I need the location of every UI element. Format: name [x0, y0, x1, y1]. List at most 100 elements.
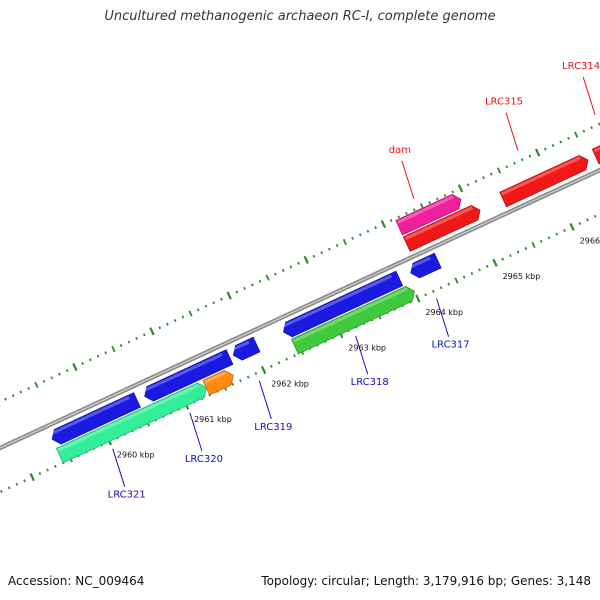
tick-mark — [293, 354, 296, 358]
tick-mark — [119, 344, 123, 348]
tick-mark — [563, 229, 566, 233]
gene-arrow — [202, 370, 234, 396]
tick-mark — [443, 194, 447, 197]
tick-mark — [274, 272, 277, 276]
gene-arrow-highlight — [50, 396, 130, 436]
tick-mark — [559, 140, 563, 144]
tick-mark — [142, 333, 146, 337]
tick-mark — [135, 336, 138, 340]
tick-mark — [46, 468, 50, 472]
label-leader-line — [436, 298, 450, 337]
accession-text: Accession: NC_009464 — [8, 574, 145, 588]
tick-mark — [158, 326, 162, 330]
tick-mark — [516, 250, 520, 254]
tick-mark — [454, 277, 459, 284]
tick-mark — [235, 290, 239, 294]
tick-label: 2965 kbp — [503, 272, 541, 281]
tick-label: 2966 kbp — [580, 236, 600, 245]
label-leader-line — [258, 380, 272, 419]
tick-mark — [470, 271, 474, 275]
tick-mark — [277, 361, 281, 365]
tick-mark — [439, 286, 443, 290]
tick-mark — [342, 238, 347, 246]
tick-mark — [513, 161, 516, 165]
gene-label-lrc315: LRC315 — [485, 97, 523, 108]
gene-arrow — [144, 349, 234, 402]
tick-mark — [539, 239, 543, 243]
tick-mark — [569, 222, 575, 232]
tick-mark — [15, 482, 19, 486]
tick-mark — [250, 283, 254, 287]
tick-mark — [38, 472, 42, 476]
label-leader-line — [355, 335, 369, 375]
tick-label: 2961 kbp — [194, 415, 232, 424]
tick-mark — [535, 148, 541, 157]
tick-label: 2964 kbp — [425, 308, 463, 317]
tick-mark — [574, 131, 579, 138]
label-leader-line — [401, 160, 415, 200]
tick-mark — [196, 308, 200, 312]
tick-mark — [65, 369, 69, 373]
tick-mark — [19, 390, 23, 394]
tick-mark — [428, 201, 432, 205]
gene-layer — [50, 145, 600, 464]
tick-mark — [528, 154, 532, 158]
gene-label-lrc320: LRC320 — [185, 454, 223, 465]
tick-label: 2963 kbp — [348, 344, 386, 353]
gene-arrow-highlight — [501, 156, 581, 196]
gene-arrow-highlight — [397, 195, 454, 224]
tick-mark — [50, 376, 54, 380]
gene-arrow-highlight — [292, 287, 408, 343]
tick-mark — [111, 346, 116, 353]
tick-mark — [586, 218, 589, 222]
gene-arrow — [499, 154, 589, 208]
tick-mark — [212, 301, 216, 305]
gene-arrow — [395, 194, 462, 236]
gene-arrow-highlight — [231, 340, 250, 352]
gene-arrow — [51, 392, 141, 445]
gene-arrow — [591, 145, 600, 165]
topology-text: Topology: circular; Length: 3,179,916 bp… — [261, 574, 591, 588]
tick-mark — [220, 297, 223, 301]
tick-mark — [501, 257, 505, 261]
label-layer: damLRC315LRC314LRC313LRC317LRC318LRC319L… — [108, 61, 600, 501]
gene-arrow — [291, 286, 415, 355]
tick-mark — [34, 381, 39, 388]
gene-label-lrc318: LRC318 — [351, 377, 389, 388]
map-title: Uncultured methanogenic archaeon RC-I, c… — [104, 9, 496, 24]
tick-mark — [173, 319, 177, 323]
tick-mark — [482, 176, 486, 180]
tick-mark — [246, 375, 250, 379]
label-leader-line — [582, 76, 596, 116]
tick-mark — [88, 358, 92, 362]
tick-mark — [269, 364, 273, 368]
tick-label: 2962 kbp — [271, 379, 309, 388]
tick-mark — [474, 179, 478, 183]
tick-mark — [181, 315, 185, 319]
tick-mark — [23, 479, 26, 483]
tick-mark — [258, 279, 262, 283]
tick-mark — [509, 254, 512, 258]
tick-mark — [358, 233, 362, 237]
tick-mark — [265, 274, 270, 281]
tick-mark — [435, 197, 439, 201]
gene-label-lrc321: LRC321 — [108, 490, 146, 501]
tick-mark — [297, 261, 300, 265]
tick-mark — [424, 293, 427, 297]
tick-mark — [260, 365, 267, 375]
gene-label-dam: dam — [389, 145, 411, 156]
tick-mark — [520, 158, 524, 162]
tick-mark — [457, 184, 464, 193]
tick-mark — [478, 268, 481, 272]
tick-mark — [320, 251, 324, 255]
tick-mark — [405, 211, 408, 215]
tick-mark — [351, 236, 354, 240]
tick-mark — [281, 269, 285, 273]
tick-mark — [285, 357, 289, 361]
tick-mark — [54, 464, 57, 468]
tick-mark — [231, 382, 235, 386]
tick-mark — [374, 226, 378, 230]
tick-mark — [254, 372, 258, 376]
label-leader-line — [189, 412, 203, 452]
